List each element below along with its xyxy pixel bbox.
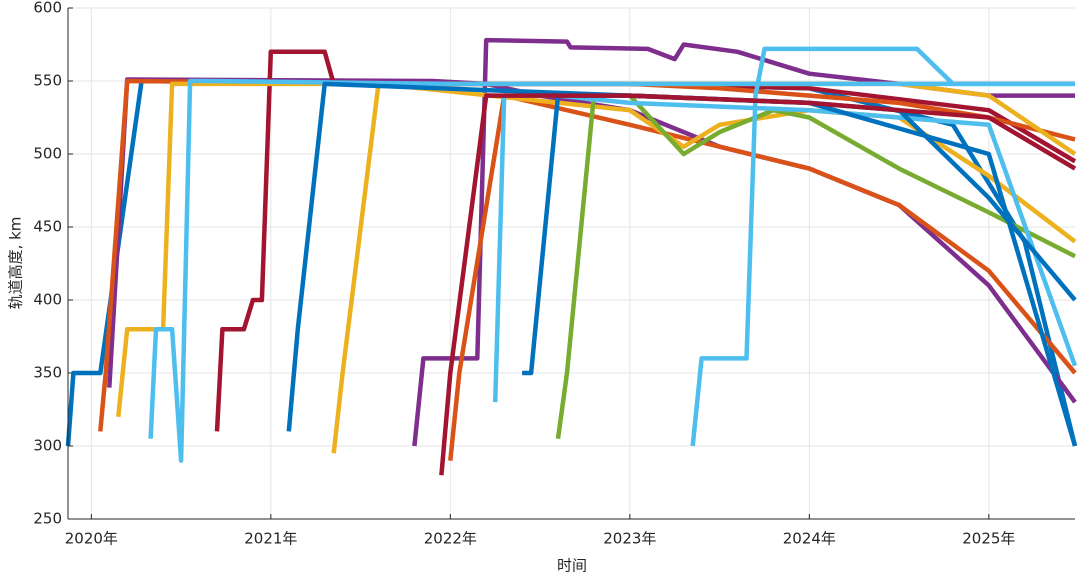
x-tick-label: 2025年: [962, 530, 1015, 548]
series-line: [448, 93, 1077, 461]
x-tick-label: 2023年: [603, 530, 656, 548]
y-tick-label: 350: [33, 364, 62, 382]
series-line: [439, 93, 1077, 476]
x-tick-label: 2022年: [424, 530, 477, 548]
x-tick-label: 2024年: [783, 530, 836, 548]
series-line: [690, 46, 1075, 447]
y-tick-label: 450: [33, 218, 62, 236]
x-tick-label: 2021年: [244, 530, 297, 548]
y-tick-label: 400: [33, 291, 62, 309]
series-line: [522, 93, 1078, 447]
y-tick-label: 600: [33, 0, 62, 17]
y-tick-label: 300: [33, 437, 62, 455]
series-line: [555, 93, 1077, 440]
series-line: [492, 93, 1078, 403]
series-line: [331, 81, 1077, 454]
y-axis-label: 轨道高度, km: [7, 217, 25, 310]
y-tick-label: 550: [33, 72, 62, 90]
series-line: [148, 78, 1075, 463]
x-tick-label: 2020年: [65, 530, 118, 548]
x-axis-label: 时间: [557, 557, 587, 575]
y-tick-label: 500: [33, 145, 62, 163]
y-tick-label: 250: [33, 510, 62, 528]
series-line: [214, 49, 1077, 432]
series-line: [98, 78, 1076, 432]
